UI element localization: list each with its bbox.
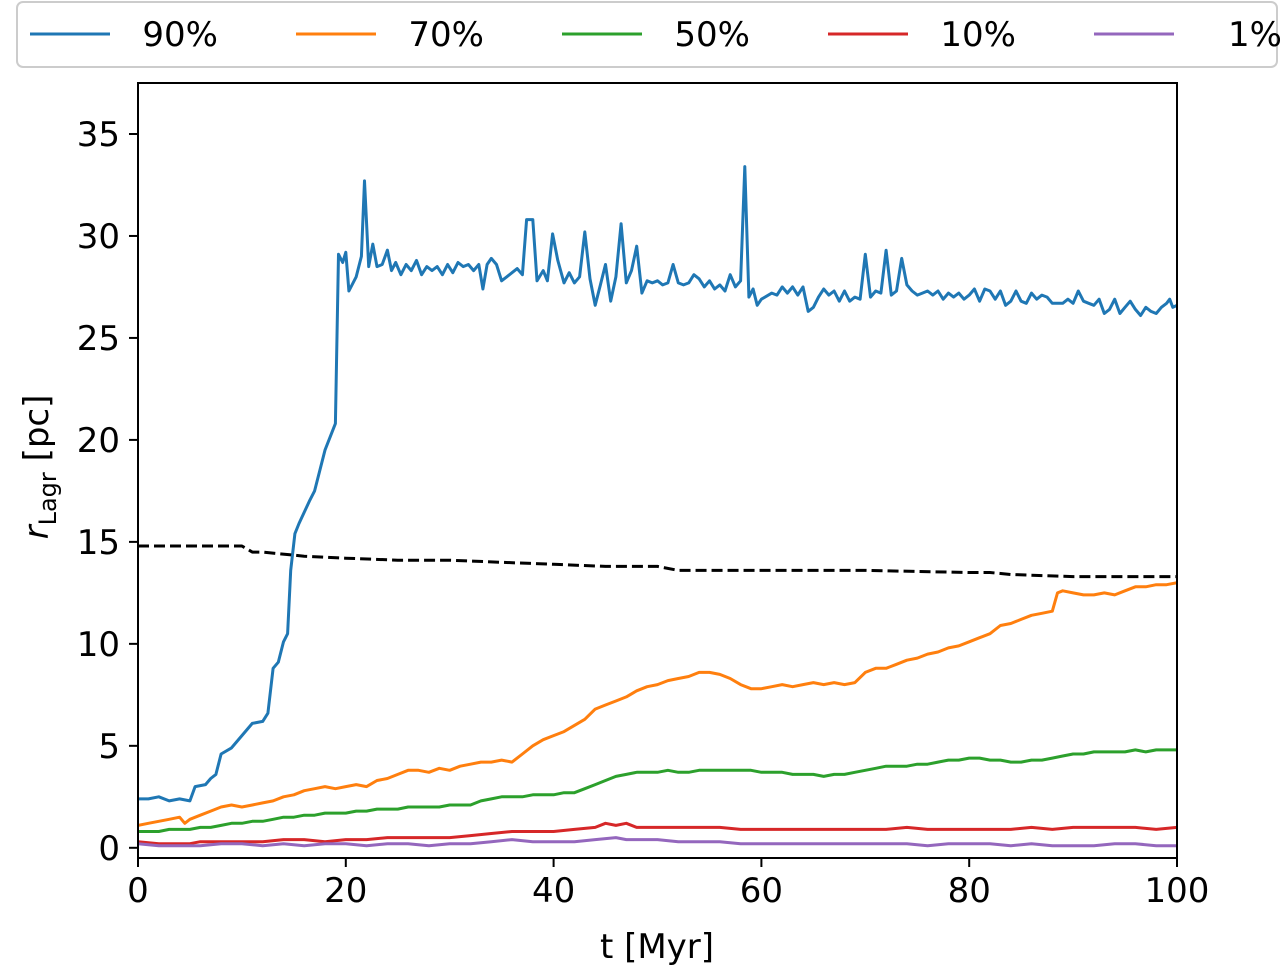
plot-frame [137, 82, 1178, 859]
x-tick-label: 60 [740, 871, 783, 911]
legend-label: 1% [1228, 15, 1280, 55]
y-tick-label: 20 [77, 421, 120, 461]
y-tick-label: 25 [77, 319, 120, 359]
legend-entry: 70% [296, 15, 484, 55]
y-tick-label: 15 [77, 523, 120, 563]
legend-frame [16, 1, 1278, 68]
y-tick-label: 30 [77, 217, 120, 257]
y-tick-label: 35 [77, 115, 120, 155]
legend-entry: 90% [30, 15, 218, 55]
x-tick-label: 20 [324, 871, 367, 911]
series-line-dashed [138, 544, 1177, 579]
legend-label: 10% [940, 15, 1016, 55]
legend-entry: 10% [828, 15, 1016, 55]
x-tick-label: 100 [1145, 871, 1210, 911]
y-axis-label-unit: [pc] [17, 395, 57, 473]
y-axis-label-main: r [17, 523, 57, 539]
series-line-10pct [138, 821, 1177, 846]
x-axis-label: t [Myr] [600, 927, 714, 967]
x-tick-label: 40 [532, 871, 575, 911]
x-tick-label: 0 [127, 871, 149, 911]
y-tick-label: 10 [77, 625, 120, 665]
legend-label: 70% [408, 15, 484, 55]
series-line-90pct [138, 165, 1177, 803]
legend: 90% 70% 50% 10% 1% [16, 1, 1280, 68]
legend-label: 50% [674, 15, 750, 55]
legend-entry: 50% [562, 15, 750, 55]
series-line-1pct [138, 836, 1177, 848]
y-tick-label: 5 [98, 727, 120, 767]
y-tick-label: 0 [98, 829, 120, 869]
x-tick-label: 80 [948, 871, 991, 911]
legend-label: 90% [142, 15, 218, 55]
y-axis-label-sub: Lagr [34, 472, 62, 525]
y-axis-label: rLagr [pc] [17, 395, 62, 540]
legend-entry: 1% [1094, 15, 1280, 55]
series-line-70pct [138, 581, 1177, 827]
series-line-50pct [138, 748, 1177, 833]
